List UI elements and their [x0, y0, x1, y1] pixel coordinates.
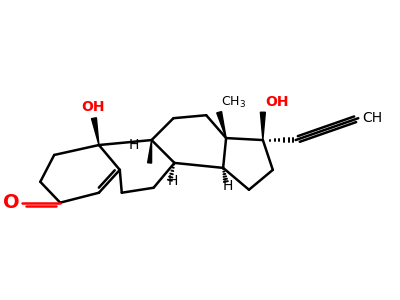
Text: OH: OH	[265, 95, 288, 109]
Polygon shape	[217, 112, 226, 138]
Text: OH: OH	[81, 100, 105, 114]
Text: H: H	[167, 174, 178, 188]
Text: H: H	[223, 179, 233, 193]
Text: O: O	[3, 193, 20, 212]
Text: CH: CH	[362, 111, 382, 125]
Text: H: H	[128, 138, 139, 152]
Polygon shape	[260, 112, 265, 140]
Polygon shape	[148, 140, 152, 163]
Text: CH$_3$: CH$_3$	[221, 95, 246, 110]
Polygon shape	[92, 118, 99, 145]
